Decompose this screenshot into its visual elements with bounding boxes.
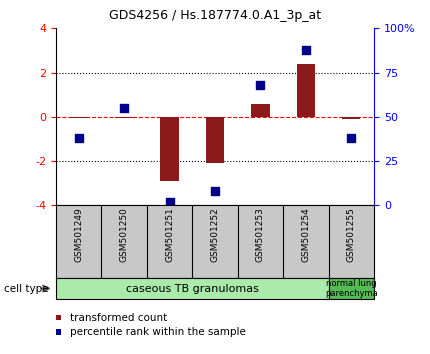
Bar — [56, 278, 329, 299]
Text: GDS4256 / Hs.187774.0.A1_3p_at: GDS4256 / Hs.187774.0.A1_3p_at — [109, 9, 321, 22]
Text: percentile rank within the sample: percentile rank within the sample — [70, 327, 246, 337]
Point — [348, 135, 355, 141]
Text: GSM501253: GSM501253 — [256, 207, 265, 262]
Bar — [70, 117, 88, 118]
Text: GSM501252: GSM501252 — [211, 207, 219, 262]
Bar — [115, 117, 133, 118]
Bar — [329, 278, 374, 299]
Text: GSM501249: GSM501249 — [74, 207, 83, 262]
Text: transformed count: transformed count — [70, 313, 167, 323]
Point — [121, 105, 128, 111]
Point — [257, 82, 264, 88]
Text: cell type: cell type — [4, 284, 49, 293]
Text: GSM501255: GSM501255 — [347, 207, 356, 262]
Bar — [56, 315, 61, 320]
Point — [302, 47, 309, 52]
Bar — [297, 64, 315, 117]
Point — [75, 135, 82, 141]
Text: caseous TB granulomas: caseous TB granulomas — [126, 284, 259, 293]
Bar — [206, 117, 224, 163]
Text: GSM501250: GSM501250 — [120, 207, 129, 262]
Text: GSM501251: GSM501251 — [165, 207, 174, 262]
Bar — [160, 117, 178, 181]
Text: normal lung
parenchyma: normal lung parenchyma — [325, 279, 378, 298]
Bar — [252, 104, 270, 117]
Bar — [56, 329, 61, 335]
Point — [212, 188, 218, 194]
Bar — [342, 117, 360, 119]
Point — [166, 199, 173, 205]
Text: GSM501254: GSM501254 — [301, 207, 310, 262]
